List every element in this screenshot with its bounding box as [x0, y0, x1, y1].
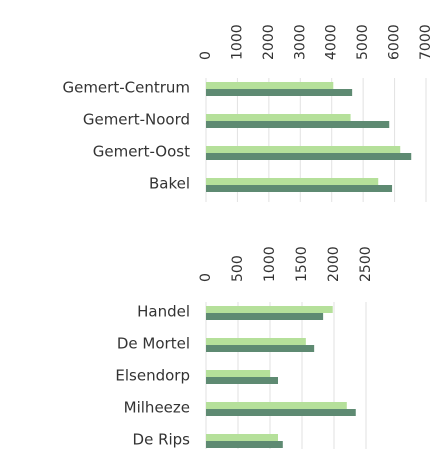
bar: [206, 306, 333, 313]
category-label: Handel: [137, 303, 190, 321]
x-tick-label: 1000: [262, 246, 278, 282]
x-tick-label: 0: [198, 273, 214, 282]
bar: [206, 121, 390, 128]
x-tick-label: 2000: [326, 246, 342, 282]
category-label: Bakel: [149, 175, 190, 193]
x-tick-label: 1500: [294, 246, 310, 282]
bar: [206, 434, 278, 441]
x-tick-label: 2500: [358, 246, 374, 282]
bar: [206, 441, 283, 448]
category-label: De Rips: [133, 431, 191, 449]
bar: [206, 82, 334, 89]
category-label: Milheeze: [124, 399, 190, 417]
x-tick-label: 4000: [324, 24, 340, 60]
bar: [206, 409, 356, 416]
bar: [206, 345, 315, 352]
bar: [206, 89, 353, 96]
x-tick-label: 3000: [292, 24, 308, 60]
category-label: De Mortel: [117, 335, 190, 353]
x-tick-label: 1000: [229, 24, 245, 60]
bar: [206, 153, 412, 160]
bar: [206, 313, 324, 320]
category-label: Gemert-Centrum: [62, 79, 190, 97]
bar: [206, 185, 393, 192]
bar: [206, 377, 278, 384]
category-label: Gemert-Oost: [93, 143, 190, 161]
x-tick-label: 500: [230, 255, 246, 282]
bar: [206, 178, 379, 185]
x-tick-label: 7000: [418, 24, 434, 60]
bar: [206, 338, 306, 345]
x-tick-label: 6000: [387, 24, 403, 60]
category-label: Elsendorp: [115, 367, 190, 385]
bar: [206, 146, 401, 153]
bar: [206, 370, 270, 377]
x-tick-label: 2000: [261, 24, 277, 60]
category-label: Gemert-Noord: [83, 111, 190, 129]
x-tick-label: 5000: [355, 24, 371, 60]
bar: [206, 114, 351, 121]
x-tick-label: 0: [198, 51, 214, 60]
bar: [206, 402, 347, 409]
